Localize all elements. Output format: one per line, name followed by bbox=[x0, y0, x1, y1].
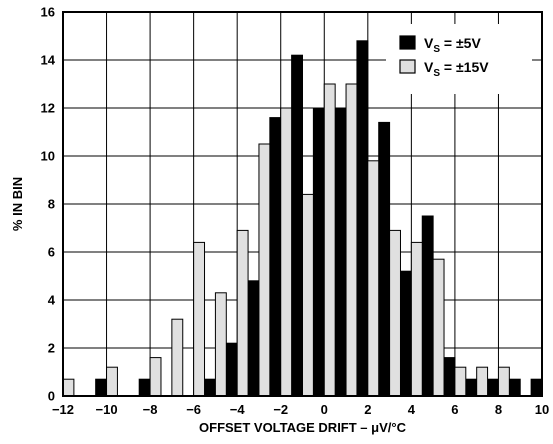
x-tick-label: 8 bbox=[495, 402, 502, 417]
y-tick-label: 10 bbox=[41, 149, 55, 164]
x-tick-label: 2 bbox=[364, 402, 371, 417]
bar-vs15 bbox=[323, 83, 336, 397]
y-axis-label: % IN BIN bbox=[10, 177, 25, 231]
bar-vs15 bbox=[258, 143, 271, 397]
bar-vs15 bbox=[236, 229, 249, 397]
y-tick-label: 16 bbox=[41, 5, 55, 20]
x-tick-label: 0 bbox=[321, 402, 328, 417]
bar-vs15 bbox=[171, 318, 184, 397]
x-tick-label: −10 bbox=[96, 402, 118, 417]
legend-item-vs15: VS = ±15V bbox=[399, 59, 489, 79]
legend-sub-vs15: S bbox=[433, 68, 440, 79]
legend-swatch-vs5 bbox=[399, 35, 416, 50]
plot-frame bbox=[62, 11, 543, 397]
x-tick-label: −12 bbox=[52, 402, 74, 417]
bar-vs5 bbox=[508, 378, 521, 397]
bar-vs5 bbox=[443, 357, 456, 397]
bar-vs5 bbox=[95, 378, 108, 397]
legend-sub-vs5: S bbox=[433, 44, 440, 55]
bar-vs15 bbox=[497, 366, 510, 397]
x-axis-label: OFFSET VOLTAGE DRIFT – μV/°C bbox=[199, 420, 407, 435]
legend-item-vs5: VS = ±5V bbox=[399, 35, 481, 55]
bar-vs5 bbox=[225, 342, 238, 397]
bar-vs15 bbox=[280, 107, 293, 397]
bar-vs15 bbox=[432, 258, 445, 397]
bar-vs15 bbox=[214, 292, 227, 397]
x-tick-label: −4 bbox=[230, 402, 246, 417]
bar-vs5 bbox=[312, 107, 325, 397]
bar-vs15 bbox=[367, 160, 380, 397]
tick-labels: −12 −10 −8 −6 −4 −2 0 2 4 6 8 10 0 2 4 6 8 10 12 14 16 bbox=[41, 5, 550, 418]
bar-vs5 bbox=[247, 280, 260, 397]
legend: VS = ±5V VS = ±15V bbox=[386, 24, 532, 94]
y-tick-label: 6 bbox=[48, 245, 55, 260]
y-tick-label: 0 bbox=[48, 389, 55, 404]
bar-vs5 bbox=[465, 378, 478, 397]
legend-label-vs15: VS = ±15V bbox=[424, 59, 489, 79]
x-tick-label: −8 bbox=[143, 402, 158, 417]
bar-vs5 bbox=[378, 121, 391, 397]
x-tick-label: 4 bbox=[408, 402, 416, 417]
bar-vs15 bbox=[476, 366, 489, 397]
y-tick-label: 4 bbox=[48, 293, 56, 308]
bar-vs5 bbox=[356, 40, 369, 397]
bar-vs5 bbox=[530, 378, 543, 397]
x-tick-label: −2 bbox=[273, 402, 288, 417]
bar-vs5 bbox=[204, 378, 216, 397]
y-tick-label: 12 bbox=[41, 101, 55, 116]
bar-vs5 bbox=[399, 270, 412, 397]
bar-vs5 bbox=[291, 54, 304, 397]
y-tick-label: 2 bbox=[48, 341, 55, 356]
legend-rest-vs15: = ±15V bbox=[440, 59, 489, 75]
x-tick-label: 10 bbox=[535, 402, 549, 417]
bar-vs15 bbox=[389, 229, 401, 397]
bar-vs5 bbox=[138, 378, 151, 397]
legend-swatch-vs15 bbox=[399, 59, 416, 74]
legend-label-vs5: VS = ±5V bbox=[424, 35, 481, 55]
y-tick-label: 8 bbox=[48, 197, 55, 212]
legend-rest-vs5: = ±5V bbox=[440, 35, 481, 51]
legend-main-vs15: V bbox=[424, 59, 434, 75]
x-tick-label: −6 bbox=[186, 402, 201, 417]
y-tick-label: 14 bbox=[41, 53, 56, 68]
bar-vs15 bbox=[410, 241, 423, 397]
bar-vs15 bbox=[106, 366, 118, 397]
bar-vs15 bbox=[454, 366, 467, 397]
bar-vs15 bbox=[193, 241, 206, 397]
bar-vs5 bbox=[269, 117, 282, 397]
bar-vs15 bbox=[302, 193, 314, 397]
x-tick-label: 6 bbox=[451, 402, 458, 417]
bar-vs15 bbox=[345, 83, 358, 397]
bar-vs5 bbox=[421, 215, 434, 397]
bars bbox=[62, 40, 543, 397]
bar-vs15 bbox=[62, 378, 75, 397]
bar-vs5 bbox=[334, 107, 347, 397]
bar-vs15 bbox=[149, 357, 162, 397]
legend-main-vs5: V bbox=[424, 35, 434, 51]
bar-vs5 bbox=[487, 378, 499, 397]
